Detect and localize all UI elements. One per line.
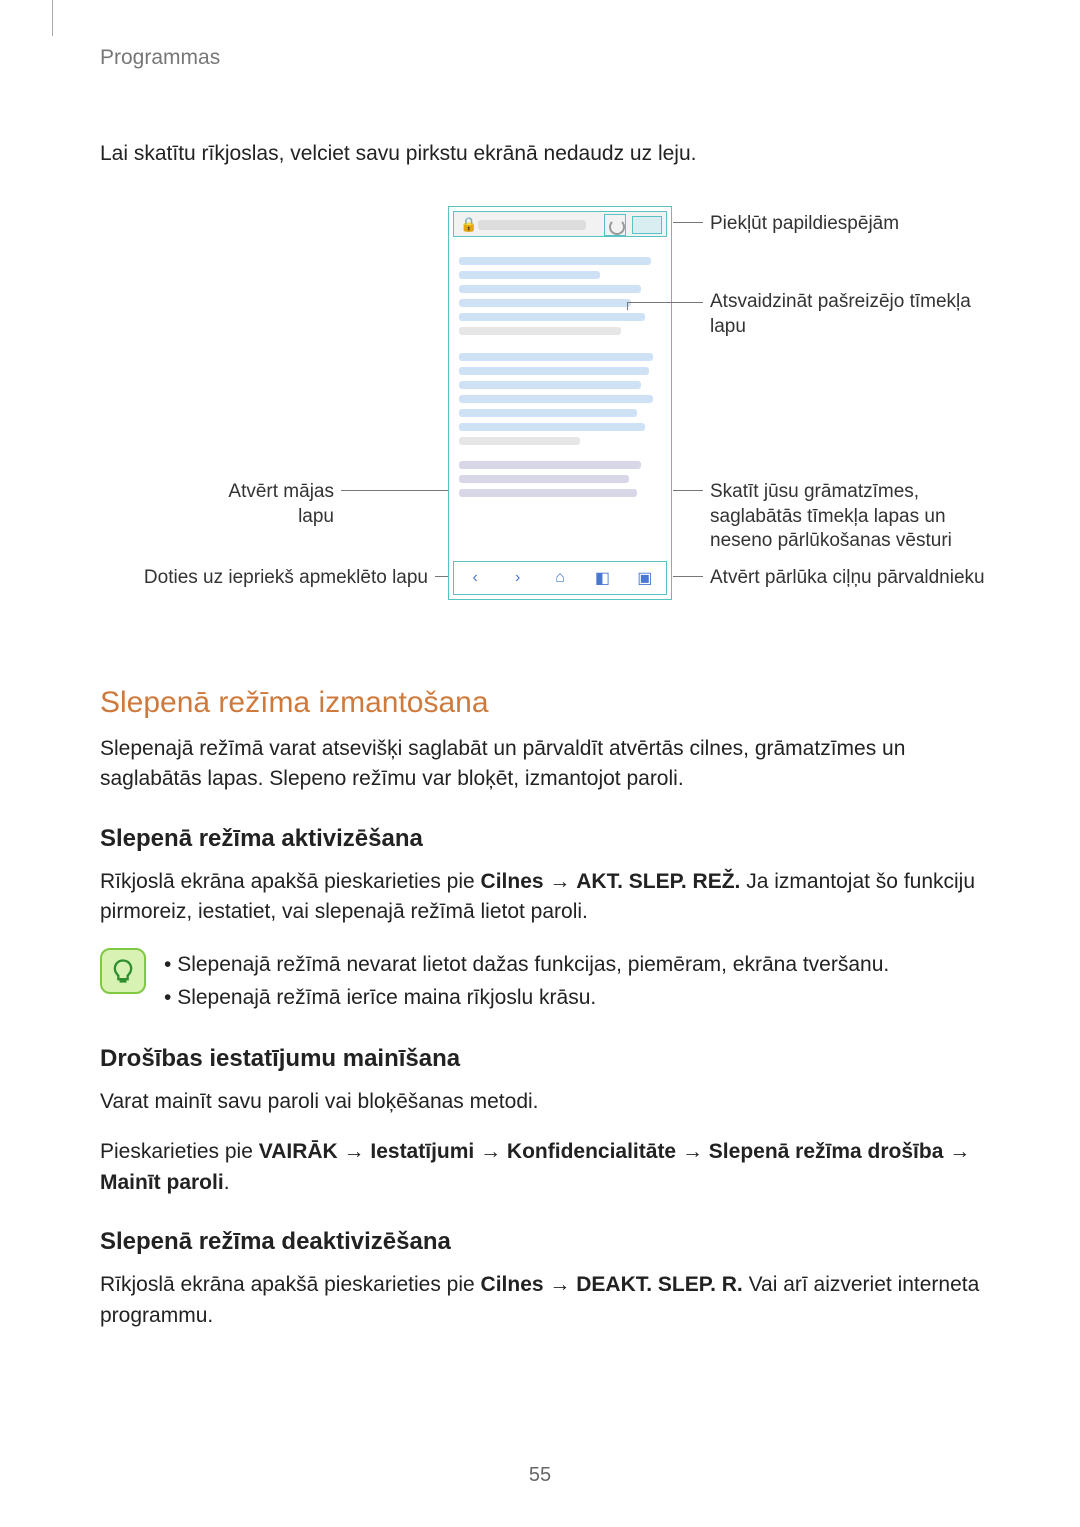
security-line1: Varat mainīt savu paroli vai bloķēšanas … bbox=[100, 1087, 980, 1117]
callout-access-extras: Piekļūt papildiespējām bbox=[710, 212, 960, 237]
security-pre: Pieskarieties pie bbox=[100, 1140, 259, 1163]
deactivate-text: Rīkjoslā ekrāna apakšā pieskarieties pie… bbox=[100, 1270, 980, 1331]
callout-go-back: Doties uz iepriekš apmeklēto lapu bbox=[100, 566, 428, 591]
lock-icon: 🔒 bbox=[460, 216, 477, 233]
note-block: Slepenajā režīmā nevarat lietot dažas fu… bbox=[100, 948, 980, 1015]
page-content: Programmas Lai skatītu rīkjoslas, velcie… bbox=[0, 0, 1080, 1331]
path-4: Mainīt paroli bbox=[100, 1171, 224, 1194]
page-number: 55 bbox=[0, 1464, 1080, 1487]
page-body-blur bbox=[459, 251, 661, 555]
activate-arrow: → bbox=[544, 870, 577, 893]
path-1: Iestatījumi bbox=[370, 1140, 474, 1163]
deactivate-heading: Slepenā režīma deaktivizēšana bbox=[100, 1228, 980, 1256]
section-body: Slepenajā režīmā varat atsevišķi saglabā… bbox=[100, 734, 980, 795]
more-icon bbox=[632, 216, 662, 234]
browser-diagram: 🔒 bbox=[100, 206, 980, 626]
activate-text: Rīkjoslā ekrāna apakšā pieskarieties pie… bbox=[100, 867, 980, 928]
phone-frame: 🔒 bbox=[448, 206, 672, 600]
section-header: Programmas bbox=[100, 46, 980, 70]
forward-icon: › bbox=[496, 562, 538, 594]
security-heading: Drošības iestatījumu mainīšana bbox=[100, 1045, 980, 1073]
note-list: Slepenajā režīmā nevarat lietot dažas fu… bbox=[164, 948, 889, 1015]
activate-pre: Rīkjoslā ekrāna apakšā pieskarieties pie bbox=[100, 870, 481, 893]
deactivate-bold2: DEAKT. SLEP. R. bbox=[576, 1273, 742, 1296]
note-item: Slepenajā režīmā ierīce maina rīkjoslu k… bbox=[164, 981, 889, 1015]
path-3: Slepenā režīma drošība bbox=[709, 1140, 944, 1163]
deactivate-bold1: Cilnes bbox=[481, 1273, 544, 1296]
callout-tab-manager: Atvērt pārlūka ciļņu pārvaldnieku bbox=[710, 566, 1000, 591]
security-line2: Pieskarieties pie VAIRĀK → Iestatījumi →… bbox=[100, 1137, 980, 1198]
refresh-icon bbox=[604, 214, 626, 236]
address-bar: 🔒 bbox=[453, 211, 667, 237]
home-icon: ⌂ bbox=[539, 562, 581, 594]
path-2: Konfidencialitāte bbox=[507, 1140, 676, 1163]
activate-bold2: AKT. SLEP. REŽ. bbox=[576, 870, 740, 893]
note-icon bbox=[100, 948, 146, 994]
path-0: VAIRĀK bbox=[259, 1140, 338, 1163]
activate-bold1: Cilnes bbox=[481, 870, 544, 893]
margin-rule bbox=[52, 0, 53, 36]
deactivate-pre: Rīkjoslā ekrāna apakšā pieskarieties pie bbox=[100, 1273, 481, 1296]
note-item: Slepenajā režīmā nevarat lietot dažas fu… bbox=[164, 948, 889, 982]
back-icon: ‹ bbox=[454, 562, 496, 594]
bookmark-icon: ◧ bbox=[581, 562, 623, 594]
section-title: Slepenā režīma izmantošana bbox=[100, 686, 980, 720]
bottom-nav: ‹ › ⌂ ◧ ▣ bbox=[453, 561, 667, 595]
callout-bookmarks: Skatīt jūsu grāmatzīmes, saglabātās tīme… bbox=[710, 480, 990, 554]
callout-refresh: Atsvaidzināt pašreizējo tīmekļa lapu bbox=[710, 290, 980, 339]
intro-text: Lai skatītu rīkjoslas, velciet savu pirk… bbox=[100, 142, 980, 166]
callout-open-home: Atvērt mājas lapu bbox=[208, 480, 334, 529]
tabs-icon: ▣ bbox=[624, 562, 666, 594]
activate-heading: Slepenā režīma aktivizēšana bbox=[100, 825, 980, 853]
deactivate-arrow: → bbox=[544, 1273, 577, 1296]
url-blur bbox=[478, 220, 586, 230]
